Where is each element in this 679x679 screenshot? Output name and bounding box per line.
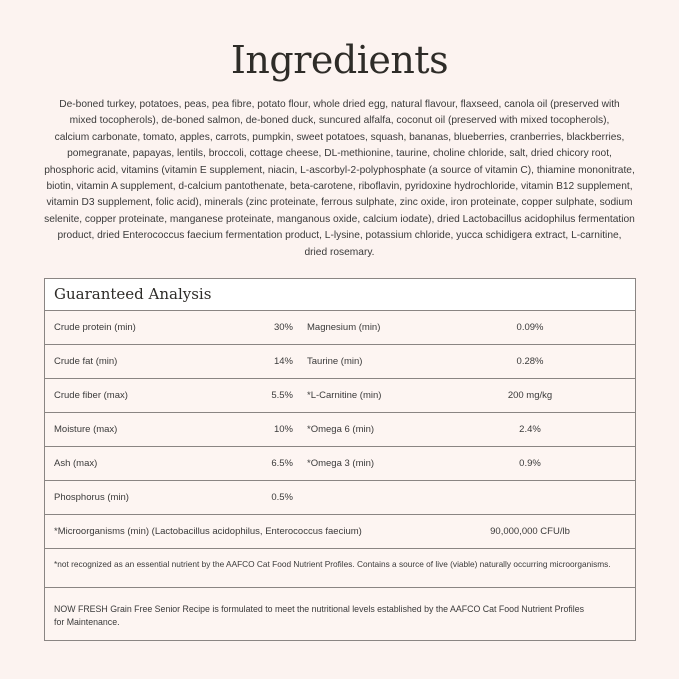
nutrient-label: Taurine (min): [307, 356, 363, 367]
ingredients-line: biotin, vitamin A supplement, d-calcium …: [46, 181, 633, 193]
nutrient-value: 5.5%: [271, 390, 293, 401]
ingredients-line: product, dried Enterococcus faecium ferm…: [57, 230, 622, 242]
nutrient-label: Moisture (max): [54, 424, 118, 435]
page-title: Ingredients: [230, 38, 449, 82]
nutrient-label: Ash (max): [54, 458, 98, 469]
nutrient-label: *L-Carnitine (min): [307, 390, 382, 401]
analysis-row: Crude fat (min) 14% Taurine (min) 0.28%: [45, 345, 635, 379]
nutrient-value: 200 mg/kg: [507, 390, 553, 401]
aafco-statement: NOW FRESH Grain Free Senior Recipe is fo…: [45, 588, 635, 628]
nutrient-label: Magnesium (min): [307, 322, 381, 333]
nutrient-value: 2.4%: [519, 424, 541, 435]
analysis-title: Guaranteed Analysis: [45, 279, 635, 311]
nutrient-value: 6.5%: [271, 458, 293, 469]
nutrient-label: Crude fiber (max): [54, 390, 128, 401]
nutrient-label: *Microorganisms (min) (Lactobacillus aci…: [54, 526, 362, 537]
nutrient-value: 90,000,000 CFU/lb: [490, 526, 570, 537]
nutrient-value: 10%: [273, 424, 293, 435]
ingredients-line: dried rosemary.: [304, 246, 375, 258]
ingredients-list: De-boned turkey, potatoes, peas, pea fib…: [20, 97, 659, 261]
guaranteed-analysis-table: Guaranteed Analysis Crude protein (min) 3…: [44, 278, 636, 641]
nutrient-label: Crude protein (min): [54, 322, 136, 333]
ingredients-line: phosphoric acid, vitamins (vitamin E sup…: [44, 164, 635, 176]
analysis-row: Phosphorus (min) 0.5%: [45, 481, 635, 515]
nutrient-label: *Omega 3 (min): [307, 458, 375, 469]
ingredients-line: selenite, copper proteinate, manganese p…: [44, 213, 635, 225]
analysis-row: Ash (max) 6.5% *Omega 3 (min) 0.9%: [45, 447, 635, 481]
analysis-row: Crude fiber (max) 5.5% *L-Carnitine (min) 2…: [45, 379, 635, 413]
nutrient-value: 0.28%: [516, 356, 544, 367]
statement-text: NOW FRESH Grain Free Senior Recipe is fo…: [54, 604, 584, 627]
nutrient-label: Crude fat (min): [54, 356, 118, 367]
ingredients-line: mixed tocopherols), de-boned salmon, de-…: [69, 115, 610, 127]
ingredients-line: pomegranate, papayas, lentils, broccoli,…: [67, 148, 612, 160]
nutrient-value: 0.5%: [271, 492, 293, 503]
ingredients-line: vitamin D3 supplement, folic acid), mine…: [46, 197, 633, 209]
nutrient-value: 0.9%: [519, 458, 541, 469]
nutrient-value: 0.09%: [516, 322, 544, 333]
nutrient-value: 30%: [273, 322, 293, 333]
analysis-row: Crude protein (min) 30% Magnesium (min) 0.0…: [45, 311, 635, 345]
footnote: *not recognized as an essential nutrient…: [45, 549, 635, 588]
microorganisms-row: *Microorganisms (min) (Lactobacillus aci…: [45, 515, 635, 549]
nutrient-value: 14%: [273, 356, 293, 367]
ingredients-line: De-boned turkey, potatoes, peas, pea fib…: [59, 99, 620, 110]
ingredients-line: calcium carbonate, tomato, apples, carro…: [54, 131, 625, 143]
analysis-row: Moisture (max) 10% *Omega 6 (min) 2.4%: [45, 413, 635, 447]
nutrient-label: Phosphorus (min): [54, 492, 129, 503]
nutrient-label: *Omega 6 (min): [307, 424, 375, 435]
